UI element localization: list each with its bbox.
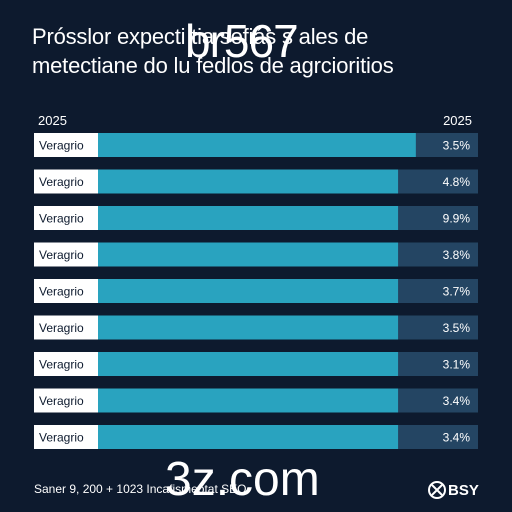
- category-label-box: [34, 133, 98, 157]
- watermark-bottom: 3z.com: [165, 453, 320, 506]
- category-label: Veragrio: [39, 285, 84, 299]
- value-label: 3.5%: [443, 139, 471, 153]
- category-label: Veragrio: [39, 394, 84, 408]
- value-label: 9.9%: [443, 212, 471, 226]
- bar-row: Veragrio 9.9%: [34, 206, 478, 230]
- bar-row: Veragrio 3.7%: [34, 279, 478, 303]
- category-label: Veragrio: [39, 358, 84, 372]
- category-label-box: [34, 425, 98, 449]
- chart-title-line-1: Prósslor expecti tia sofiás s ales de: [32, 24, 369, 49]
- category-label: Veragrio: [39, 212, 84, 226]
- bar-row: Veragrio 3.8%: [34, 242, 478, 267]
- category-label-box: [34, 206, 98, 230]
- bar-row: Veragrio 4.8%: [34, 169, 478, 194]
- category-label: Veragrio: [39, 321, 84, 335]
- category-label: Veragrio: [39, 248, 84, 262]
- category-label: Veragrio: [39, 175, 84, 189]
- year-label-right: 2025: [443, 113, 472, 128]
- category-label-box: [34, 352, 98, 376]
- category-label-box: [34, 388, 98, 413]
- chart-title: Prósslor expecti tia sofiás s ales de me…: [32, 22, 482, 80]
- bar-row: Veragrio 3.4%: [34, 388, 478, 413]
- category-label-box: [34, 242, 98, 267]
- watermark-top: br567: [185, 15, 299, 67]
- category-label: Veragrio: [39, 431, 84, 445]
- category-label: Veragrio: [39, 139, 84, 153]
- bar-row: Veragrio 3.4%: [34, 425, 478, 449]
- value-label: 3.4%: [443, 431, 471, 445]
- bar-row: Veragrio 3.5%: [34, 315, 478, 340]
- bar-row: Veragrio 3.5%: [34, 133, 478, 157]
- category-label-box: [34, 315, 98, 340]
- value-label: 3.7%: [443, 285, 471, 299]
- chart-title-line-2: metectiane do lu fedlos de agrcioritios: [32, 53, 394, 78]
- year-label-left: 2025: [38, 113, 67, 128]
- xbox-icon: [428, 481, 446, 499]
- value-label: 4.8%: [443, 175, 471, 189]
- footer-note: Saner 9, 200 + 1023 Incafismeotat SEO: [34, 482, 247, 496]
- bar-row: Veragrio 3.1%: [34, 352, 478, 376]
- brand-text: BSY: [448, 481, 479, 499]
- category-label-box: [34, 169, 98, 194]
- value-label: 3.4%: [443, 394, 471, 408]
- brand-logo: BSY: [428, 481, 479, 499]
- value-label: 3.8%: [443, 248, 471, 262]
- category-label-box: [34, 279, 98, 303]
- value-label: 3.1%: [443, 358, 471, 372]
- value-label: 3.5%: [443, 321, 471, 335]
